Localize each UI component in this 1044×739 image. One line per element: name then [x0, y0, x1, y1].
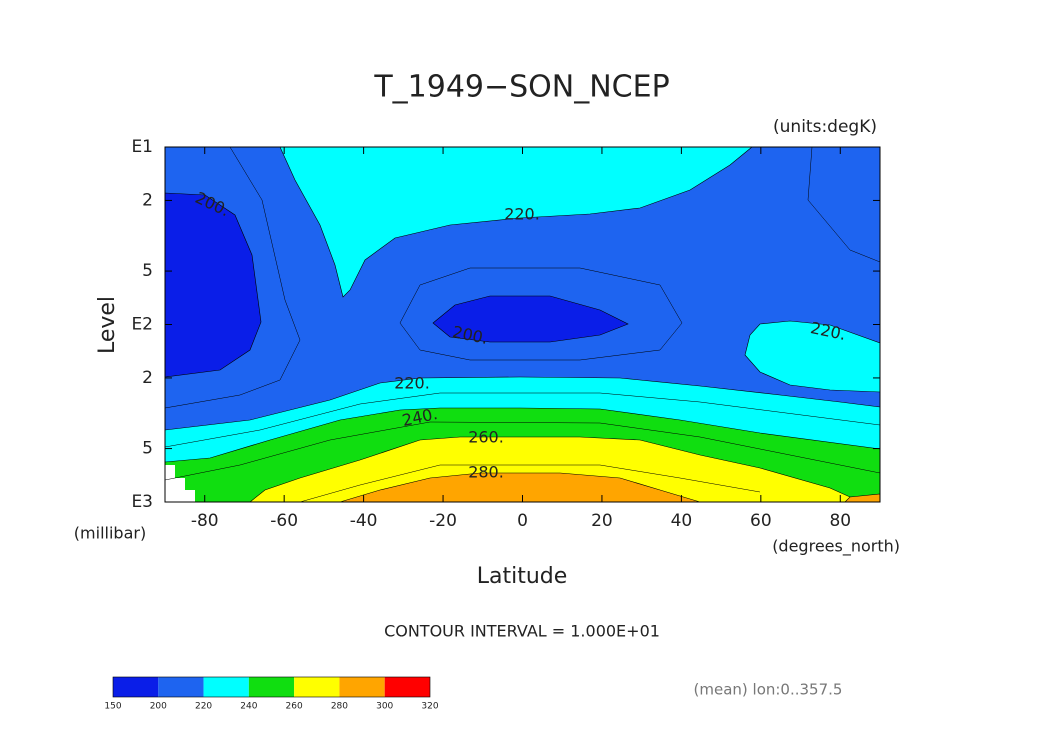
x-tick-label: 0 [517, 511, 528, 531]
colorbar-label: 240 [240, 702, 257, 712]
y-unit-label: (millibar) [74, 524, 146, 543]
colorbar-swatch [203, 677, 249, 697]
y-axis-label: Level [95, 296, 120, 354]
x-tick-label: 60 [750, 511, 772, 531]
contour-line [164, 421, 881, 481]
colorbar-label: 200 [150, 702, 167, 712]
contour-region [339, 472, 701, 503]
x-tick-label: 20 [591, 511, 613, 531]
footnote: (mean) lon:0..357.5 [694, 681, 843, 699]
contour-region [744, 320, 881, 393]
contour-region [279, 146, 753, 298]
y-tick-label: E1 [131, 137, 153, 157]
y-tick-label: 2 [142, 190, 153, 210]
colorbar-label: 150 [104, 702, 121, 712]
contour-label: 260. [468, 428, 504, 447]
contour-region [432, 295, 629, 343]
x-tick-label: -40 [350, 511, 378, 531]
units-label: (units:degK) [773, 117, 877, 137]
contour-line [399, 267, 683, 361]
contour-line [164, 146, 301, 409]
x-axis-label: Latitude [477, 564, 568, 589]
contour-label: 280. [468, 463, 504, 482]
x-tick-label: 80 [829, 511, 851, 531]
colorbar-label: 280 [331, 702, 348, 712]
x-tick-label: -20 [429, 511, 457, 531]
colorbar-swatch [113, 677, 159, 697]
y-tick-label: 5 [142, 261, 153, 281]
colorbar-label: 300 [376, 702, 393, 712]
contour-line [299, 464, 761, 503]
chart-title: T_1949−SON_NCEP [373, 70, 669, 105]
contour-line [807, 146, 881, 263]
colorbar-swatch [384, 677, 430, 697]
colorbar-swatch [339, 677, 385, 697]
colorbar-frame [112, 676, 431, 698]
colorbar-label: 260 [286, 702, 303, 712]
x-tick-label: -60 [270, 511, 298, 531]
x-tick-label: -80 [191, 511, 219, 531]
x-unit-label: (degrees_north) [772, 537, 900, 557]
contour-interval: CONTOUR INTERVAL = 1.000E+01 [384, 622, 660, 641]
colorbar-label: 220 [195, 702, 212, 712]
missing-region [165, 465, 195, 502]
y-tick-label: 5 [142, 439, 153, 459]
x-tick-label: 40 [671, 511, 693, 531]
colorbar-swatch [248, 677, 295, 697]
y-tick-label: E3 [131, 492, 153, 512]
colorbar-swatch [294, 677, 340, 697]
colorbar-label: 320 [421, 702, 438, 712]
y-tick-label: E2 [131, 315, 153, 335]
colorbar-swatch [158, 677, 204, 697]
contour-label: 220. [394, 374, 430, 393]
y-tick-label: 2 [142, 368, 153, 388]
contour-region [164, 192, 262, 378]
contour-label: 220. [504, 205, 540, 224]
contour-line [164, 392, 881, 448]
